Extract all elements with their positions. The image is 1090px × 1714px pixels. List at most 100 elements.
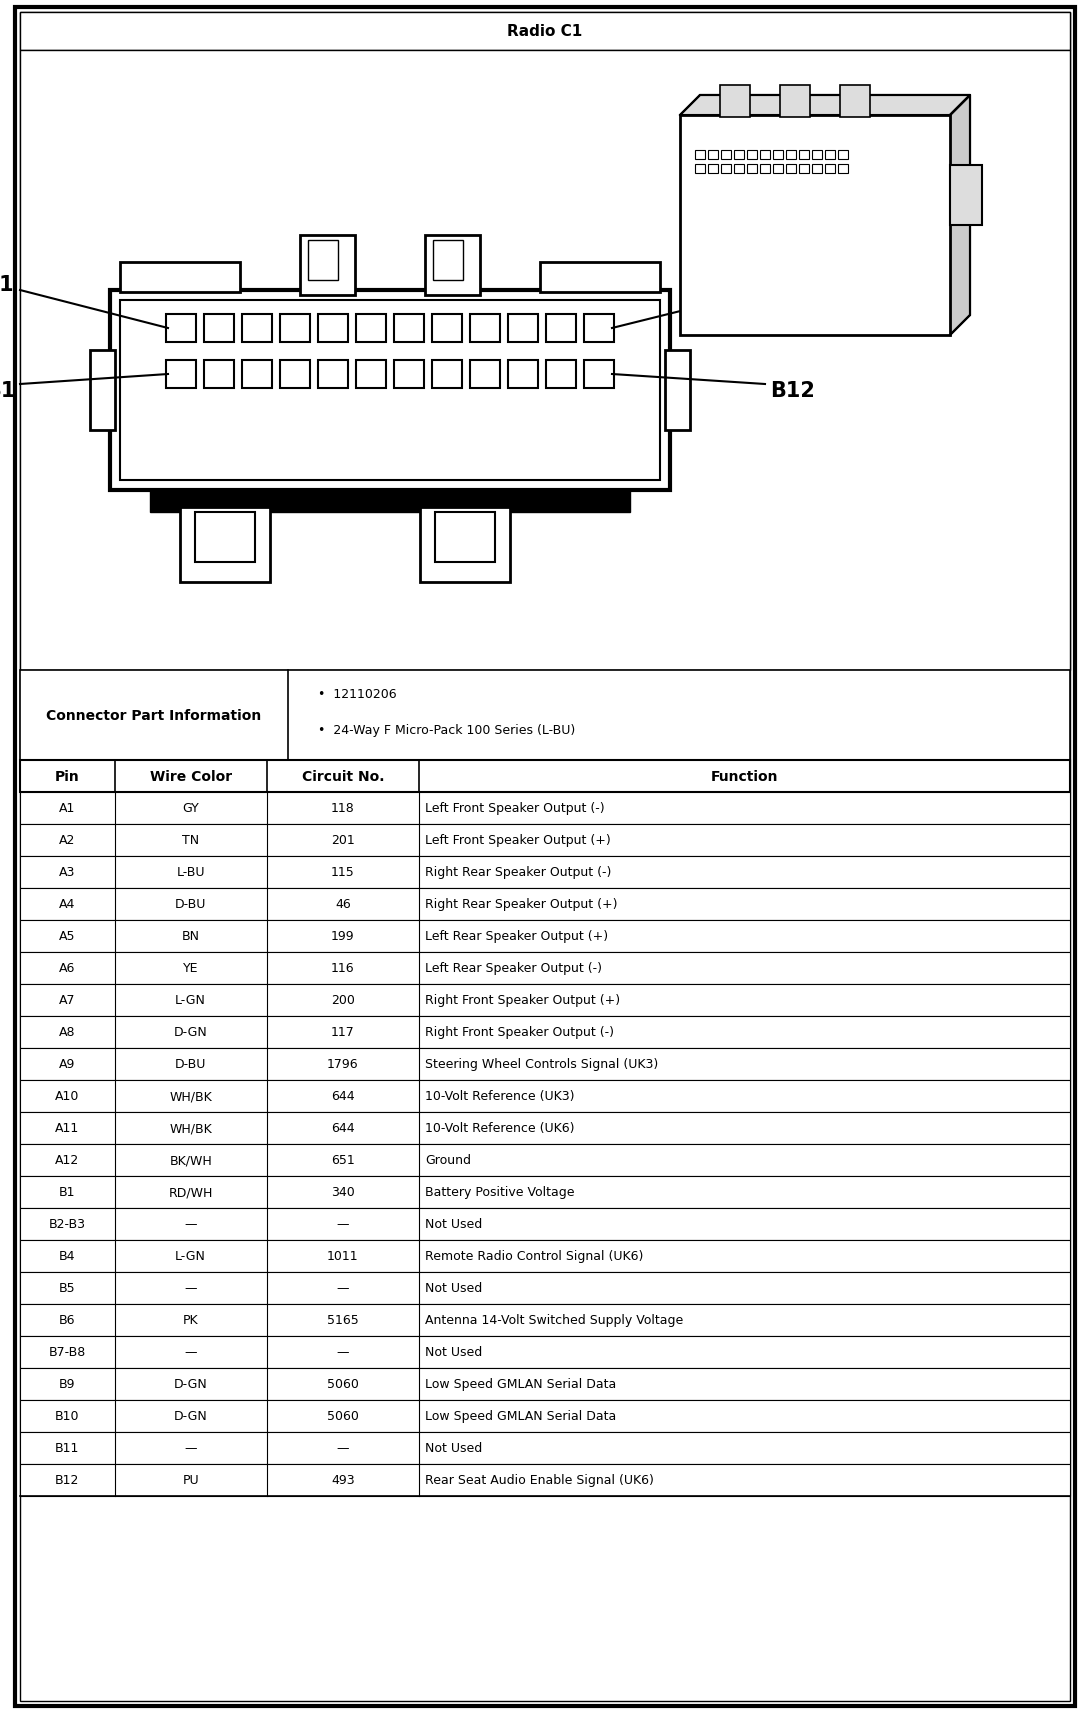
Bar xyxy=(20,761,1070,792)
Text: B2-B3: B2-B3 xyxy=(49,1217,86,1231)
Bar xyxy=(680,117,950,336)
Text: D-GN: D-GN xyxy=(173,1027,207,1039)
Bar xyxy=(720,165,731,173)
Bar xyxy=(665,351,690,430)
Text: BK/WH: BK/WH xyxy=(169,1154,211,1167)
Text: A10: A10 xyxy=(56,1090,80,1102)
Bar xyxy=(204,315,234,343)
Text: B1: B1 xyxy=(59,1186,75,1198)
Text: Ground: Ground xyxy=(425,1154,471,1167)
Bar xyxy=(786,165,796,173)
Text: 644: 644 xyxy=(331,1090,354,1102)
Text: PK: PK xyxy=(183,1313,198,1327)
Text: 200: 200 xyxy=(331,994,355,1006)
Bar xyxy=(20,1272,1070,1304)
Text: Function: Function xyxy=(711,770,778,783)
Bar xyxy=(318,360,348,389)
Bar xyxy=(166,315,196,343)
Text: B10: B10 xyxy=(54,1409,80,1423)
Text: Left Front Speaker Output (-): Left Front Speaker Output (-) xyxy=(425,802,605,816)
Text: 651: 651 xyxy=(331,1154,354,1167)
Text: B5: B5 xyxy=(59,1282,75,1294)
Bar xyxy=(300,237,355,297)
Bar xyxy=(20,1241,1070,1272)
Text: L-GN: L-GN xyxy=(175,994,206,1006)
Text: Right Rear Speaker Output (-): Right Rear Speaker Output (-) xyxy=(425,866,611,879)
Text: A1: A1 xyxy=(59,802,75,816)
Bar xyxy=(812,151,822,159)
Bar xyxy=(20,51,1070,670)
Bar xyxy=(780,86,810,118)
Text: A7: A7 xyxy=(59,994,75,1006)
Text: Not Used: Not Used xyxy=(425,1217,482,1231)
Text: •  24-Way F Micro-Pack 100 Series (L-BU): • 24-Way F Micro-Pack 100 Series (L-BU) xyxy=(318,723,576,737)
Bar xyxy=(508,315,538,343)
Text: D-GN: D-GN xyxy=(173,1409,207,1423)
Text: B12: B12 xyxy=(770,381,815,401)
Bar xyxy=(747,151,756,159)
Text: A6: A6 xyxy=(59,962,75,975)
Bar xyxy=(20,1112,1070,1145)
Bar xyxy=(20,1016,1070,1049)
Text: 5060: 5060 xyxy=(327,1409,359,1423)
Text: 1011: 1011 xyxy=(327,1250,359,1263)
Text: A12: A12 xyxy=(56,1154,80,1167)
Bar xyxy=(204,360,234,389)
Bar xyxy=(838,151,848,159)
Bar xyxy=(760,165,770,173)
Text: Rear Seat Audio Enable Signal (UK6): Rear Seat Audio Enable Signal (UK6) xyxy=(425,1474,654,1486)
Bar xyxy=(166,360,196,389)
Bar xyxy=(280,360,310,389)
Bar xyxy=(356,315,386,343)
Text: 1796: 1796 xyxy=(327,1058,359,1071)
Text: •  12110206: • 12110206 xyxy=(318,687,397,701)
Bar xyxy=(825,165,835,173)
Bar xyxy=(120,302,661,480)
Bar xyxy=(720,86,750,118)
Text: Low Speed GMLAN Serial Data: Low Speed GMLAN Serial Data xyxy=(425,1409,616,1423)
Bar xyxy=(546,360,576,389)
Bar xyxy=(420,507,510,583)
Bar xyxy=(180,507,270,583)
Text: Not Used: Not Used xyxy=(425,1345,482,1359)
Text: —: — xyxy=(184,1282,197,1294)
Text: WH/BK: WH/BK xyxy=(169,1090,211,1102)
Text: Remote Radio Control Signal (UK6): Remote Radio Control Signal (UK6) xyxy=(425,1250,643,1263)
Text: 116: 116 xyxy=(331,962,354,975)
Polygon shape xyxy=(950,96,970,336)
Bar xyxy=(20,953,1070,984)
Bar xyxy=(20,1176,1070,1208)
Text: 10-Volt Reference (UK6): 10-Volt Reference (UK6) xyxy=(425,1123,574,1135)
Bar xyxy=(280,315,310,343)
Bar xyxy=(242,315,272,343)
Bar xyxy=(20,670,1070,761)
Bar xyxy=(20,1400,1070,1433)
Bar xyxy=(90,351,116,430)
Text: A5: A5 xyxy=(59,931,75,943)
Text: A8: A8 xyxy=(59,1027,75,1039)
Bar xyxy=(435,512,495,562)
Text: 118: 118 xyxy=(331,802,354,816)
Text: 117: 117 xyxy=(331,1027,354,1039)
Bar xyxy=(734,151,744,159)
Bar xyxy=(110,291,670,490)
Text: Not Used: Not Used xyxy=(425,1441,482,1455)
Text: PU: PU xyxy=(182,1474,199,1486)
Text: 199: 199 xyxy=(331,931,354,943)
Text: Not Used: Not Used xyxy=(425,1282,482,1294)
Text: Battery Positive Voltage: Battery Positive Voltage xyxy=(425,1186,574,1198)
Bar xyxy=(20,14,1070,51)
Bar xyxy=(308,242,338,281)
Text: 115: 115 xyxy=(331,866,354,879)
Text: TN: TN xyxy=(182,835,199,847)
Text: A3: A3 xyxy=(59,866,75,879)
Text: B9: B9 xyxy=(59,1378,75,1390)
Text: RD/WH: RD/WH xyxy=(169,1186,213,1198)
Text: Low Speed GMLAN Serial Data: Low Speed GMLAN Serial Data xyxy=(425,1378,616,1390)
Bar xyxy=(150,490,630,512)
Bar xyxy=(20,1368,1070,1400)
Text: 10-Volt Reference (UK3): 10-Volt Reference (UK3) xyxy=(425,1090,574,1102)
Bar xyxy=(20,984,1070,1016)
Bar xyxy=(720,151,731,159)
Bar xyxy=(838,165,848,173)
